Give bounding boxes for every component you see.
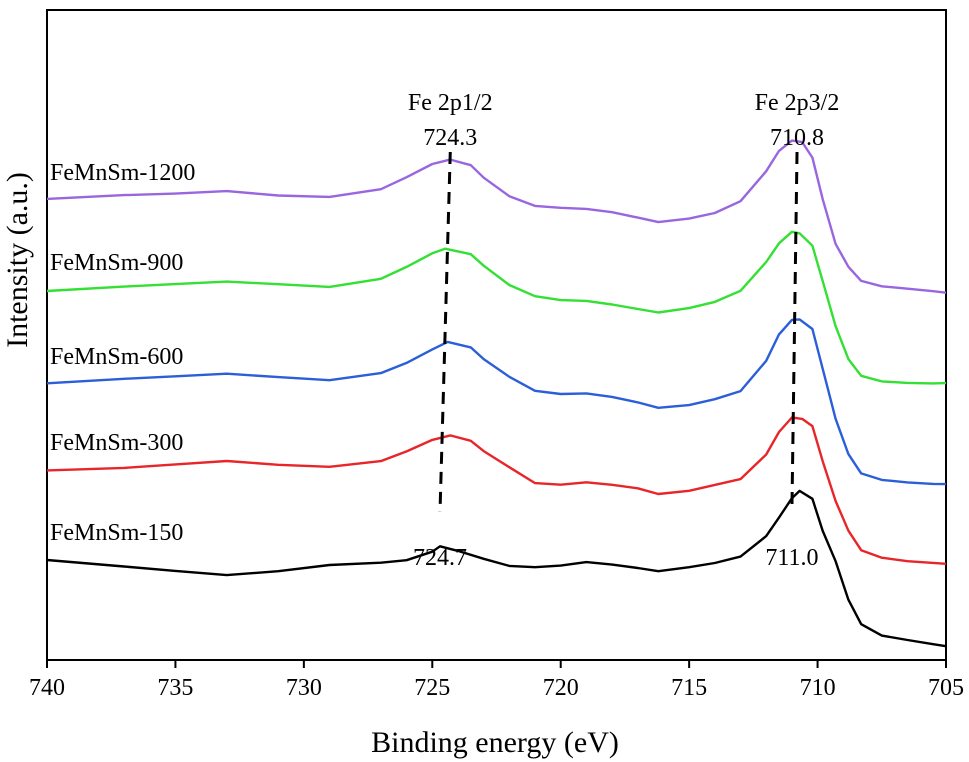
x-tick-label: 740 xyxy=(29,675,65,701)
series-label-femnsm-1200: FeMnSm-1200 xyxy=(50,160,195,186)
peak-reference-line-1 xyxy=(438,151,452,513)
series-line-femnsm-150 xyxy=(46,489,947,648)
annotation-peak-top: 710.8 xyxy=(770,125,824,151)
series-line-femnsm-1200 xyxy=(46,139,947,294)
annotation-peak-name: Fe 2p1/2 xyxy=(408,90,493,116)
series-lines xyxy=(46,139,947,648)
annotation-peak-bottom: 711.0 xyxy=(765,545,818,571)
annotation-peak-bottom: 724.7 xyxy=(413,545,467,571)
y-axis-label: Intensity (a.u.) xyxy=(1,172,34,348)
annotation-peak-top: 724.3 xyxy=(423,125,477,151)
x-axis-label: Binding energy (eV) xyxy=(371,726,619,759)
series-line-femnsm-300 xyxy=(46,416,947,565)
x-tick-label: 725 xyxy=(414,675,450,701)
series-line-femnsm-900 xyxy=(46,230,947,385)
x-tick-label: 730 xyxy=(286,675,322,701)
reference-lines xyxy=(438,151,799,513)
x-tick-label: 720 xyxy=(543,675,579,701)
series-labels: FeMnSm-150 FeMnSm-300 FeMnSm-600 FeMnSm-900… xyxy=(50,160,195,546)
annotations: Fe 2p1/2 724.3 724.7 Fe 2p3/2 710.8 711.0 xyxy=(408,90,839,571)
series-label-femnsm-300: FeMnSm-300 xyxy=(50,430,183,456)
peak-reference-line-2 xyxy=(790,151,799,513)
series-label-femnsm-600: FeMnSm-600 xyxy=(50,344,183,370)
plot-frame xyxy=(46,9,947,661)
x-axis-ticks: 740 735 730 725 720 715 710 705 xyxy=(29,660,964,701)
x-tick-label: 710 xyxy=(800,675,836,701)
plot-border xyxy=(46,9,947,661)
x-tick-label: 735 xyxy=(157,675,193,701)
series-line-femnsm-600 xyxy=(46,318,947,486)
annotation-peak-name: Fe 2p3/2 xyxy=(755,90,840,116)
series-label-femnsm-900: FeMnSm-900 xyxy=(50,250,183,276)
x-tick-label: 705 xyxy=(928,675,964,701)
series-label-femnsm-150: FeMnSm-150 xyxy=(50,520,183,546)
x-tick-label: 715 xyxy=(671,675,707,701)
